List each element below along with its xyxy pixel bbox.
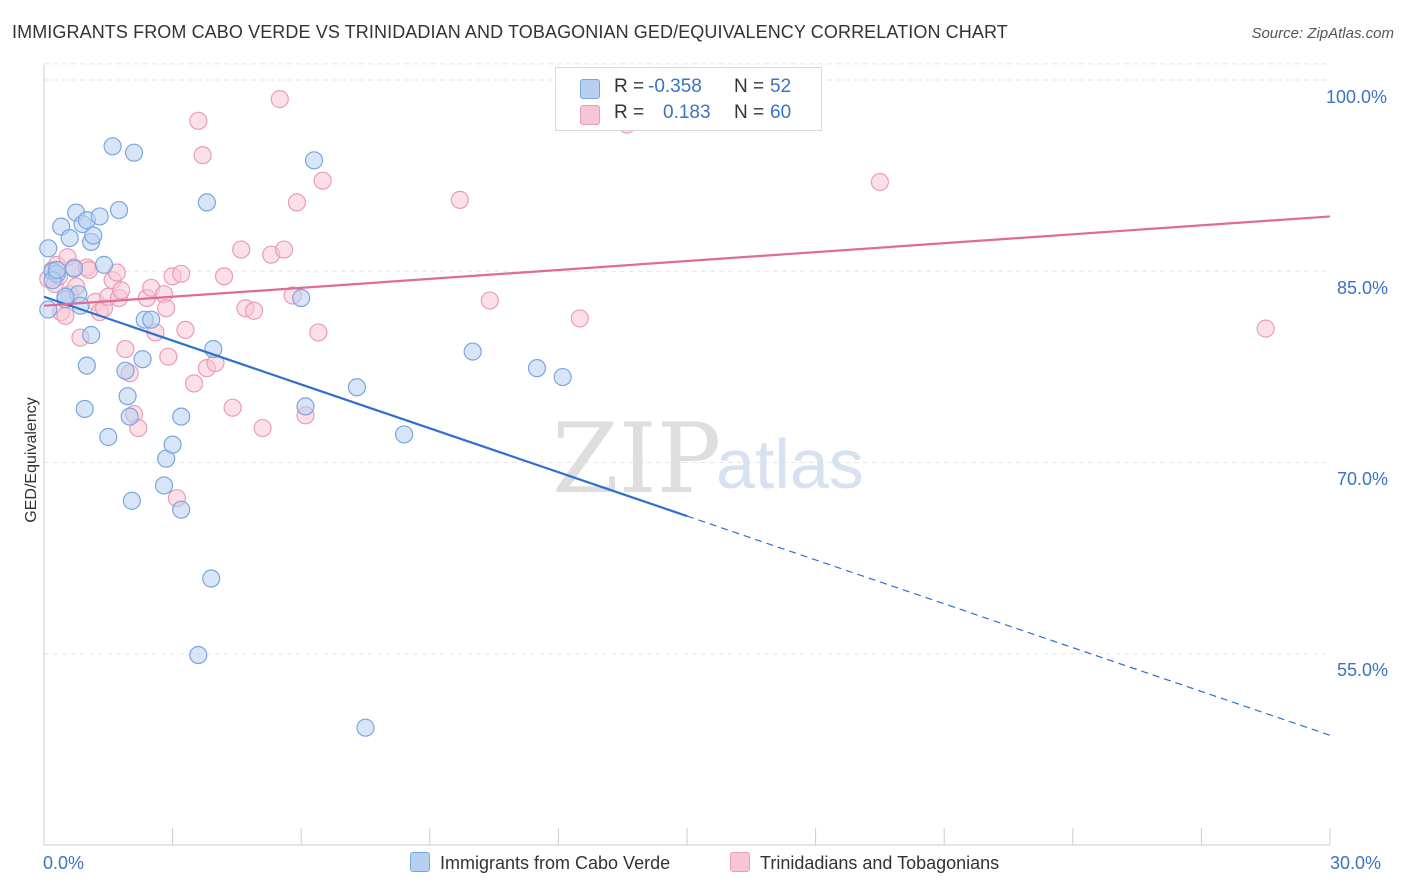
blue-swatch (580, 79, 600, 99)
pink-point (244, 301, 264, 320)
blue-point (189, 645, 208, 665)
pink-point (189, 111, 208, 130)
blue-point (133, 350, 152, 369)
y-axis-label: GED/Equivalency (23, 397, 40, 523)
pink-point (274, 240, 294, 259)
blue-point (122, 491, 141, 510)
chart-title: IMMIGRANTS FROM CABO VERDE VS TRINIDADIA… (12, 22, 1008, 42)
pink-point (287, 193, 307, 212)
blue-point (124, 143, 144, 162)
n-label: N = (734, 76, 765, 97)
watermark-zip: ZIP (552, 403, 721, 515)
blue-point (75, 399, 94, 419)
blue-point (39, 239, 58, 258)
legend-label: Immigrants from Cabo Verde (440, 853, 671, 873)
correlation-legend: R = -0.358 N = 52 R = 0.183 N = 60 (555, 67, 822, 131)
blue-point (292, 288, 311, 308)
blue-point (109, 200, 129, 220)
pink-point (270, 90, 289, 109)
blue-point (163, 435, 182, 454)
blue-point (304, 151, 324, 170)
source-label: Source: ZipAtlas.com (1251, 25, 1394, 42)
pink-point (56, 306, 75, 325)
pink-point (870, 172, 890, 192)
n-label: N = (734, 102, 765, 123)
pink-swatch (730, 852, 750, 872)
y-tick-label-85: 85.0% (1337, 278, 1389, 298)
n-value: 52 (770, 76, 792, 97)
n-value: 60 (770, 102, 792, 123)
blue-point (99, 427, 118, 447)
blue-point (82, 325, 101, 345)
blue-trend-line-extension (686, 515, 1331, 736)
r-value: -0.358 (648, 76, 702, 97)
blue-point (90, 207, 109, 226)
pink-swatch (580, 105, 600, 125)
blue-point (172, 407, 191, 426)
pink-point (172, 264, 191, 283)
blue-points (39, 137, 572, 737)
pink-point (214, 267, 234, 286)
pink-point (313, 171, 332, 190)
blue-point (94, 255, 114, 274)
blue-swatch (410, 852, 430, 872)
y-tick-label-70: 70.0% (1337, 469, 1389, 489)
pink-point (232, 240, 251, 259)
blue-point (172, 500, 191, 519)
blue-point (463, 342, 482, 361)
blue-point (64, 259, 84, 278)
blue-point (47, 260, 66, 280)
legend-label: Trinidadians and Tobagonians (760, 853, 1000, 873)
watermark: ZIP atlas (552, 403, 864, 515)
y-tick-label-55: 55.0% (1337, 660, 1389, 680)
pink-point (309, 323, 328, 342)
blue-point (84, 226, 103, 245)
pink-point (159, 347, 178, 366)
pink-point (570, 309, 589, 328)
blue-point (197, 193, 216, 212)
legend-item-cabo-verde[interactable]: Immigrants from Cabo Verde (410, 852, 670, 874)
pink-point (176, 320, 195, 339)
blue-point (356, 718, 375, 737)
pink-trend-line (43, 215, 1331, 307)
r-label: R = (614, 102, 645, 123)
pink-point (223, 398, 242, 417)
blue-point (142, 310, 161, 329)
grid-lines (44, 63, 1330, 655)
blue-point (60, 229, 79, 248)
r-value: 0.183 (663, 102, 711, 123)
trend-lines (43, 215, 1331, 736)
blue-point (39, 300, 58, 319)
pink-point (1256, 319, 1275, 338)
blue-point (296, 397, 315, 416)
x-tick-label-min: 0.0% (43, 853, 85, 873)
blue-point (347, 378, 367, 397)
pink-point (480, 291, 499, 310)
watermark-atlas: atlas (716, 425, 864, 503)
x-tick-label-max: 30.0% (1330, 853, 1382, 873)
r-label: R = (614, 76, 645, 97)
pink-point (184, 374, 204, 393)
pink-point (450, 190, 469, 209)
axes (43, 65, 1331, 846)
blue-trend-line (43, 295, 688, 518)
blue-point (118, 387, 137, 406)
pink-point (193, 146, 212, 165)
legend-item-trinidadians[interactable]: Trinidadians and Tobagonians (730, 852, 999, 874)
blue-point (527, 359, 547, 378)
blue-point (116, 361, 135, 380)
blue-point (394, 425, 414, 444)
blue-point (120, 407, 139, 426)
blue-point (77, 356, 96, 375)
pink-point (157, 299, 176, 318)
pink-point (112, 281, 131, 300)
pink-point (116, 339, 135, 359)
blue-point (202, 569, 221, 588)
blue-point (154, 476, 174, 495)
blue-point (553, 367, 572, 387)
y-tick-label-100: 100.0% (1326, 87, 1388, 107)
blue-point (103, 137, 122, 156)
pink-point (253, 418, 272, 438)
